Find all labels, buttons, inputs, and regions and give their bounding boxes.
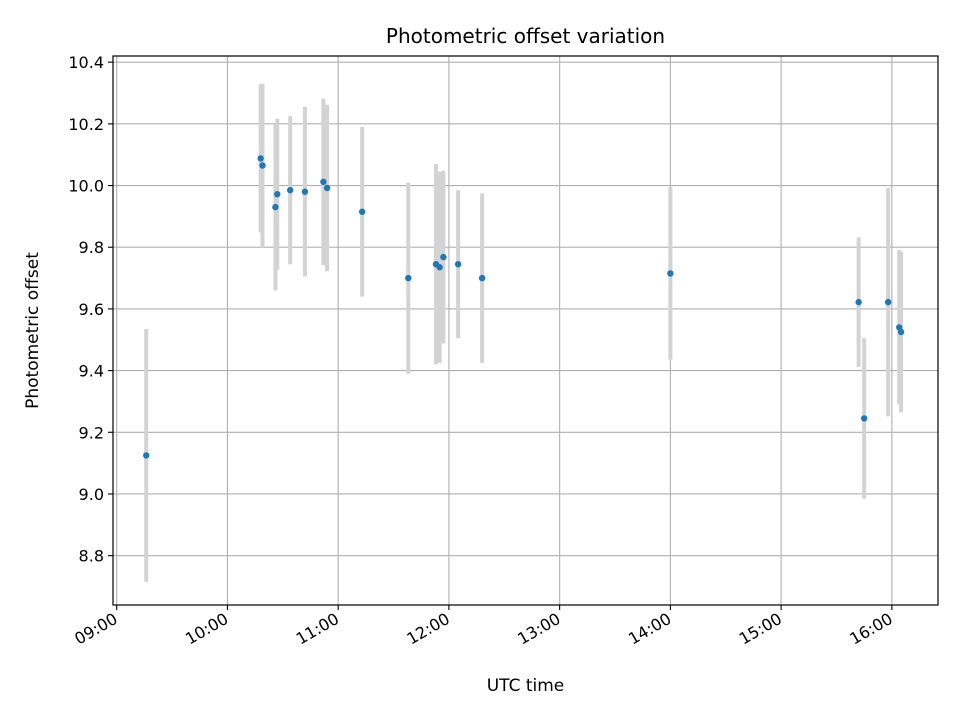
data-point: [323, 184, 331, 192]
chart-title: Photometric offset variation: [386, 24, 665, 48]
y-tick-label: 10.0: [68, 177, 104, 196]
y-tick-label: 10.4: [68, 53, 104, 72]
data-point: [301, 188, 309, 195]
data-point: [272, 203, 279, 211]
x-tick-label: 15:00: [736, 609, 785, 649]
x-tick-label: 10:00: [182, 609, 231, 649]
data-point: [257, 155, 264, 162]
x-axis-label: UTC time: [487, 676, 565, 696]
data-point: [860, 415, 868, 422]
y-tick-label: 9.8: [79, 238, 104, 257]
data-point: [667, 270, 674, 277]
data-point: [320, 178, 327, 186]
y-tick-label: 9.6: [79, 300, 104, 319]
y-axis-ticks: 8.8 9.0 9.2 9.4 9.6 9.8 10.0 10.2 10.4: [68, 53, 113, 566]
x-tick-label: 12:00: [403, 609, 452, 649]
x-tick-label: 13:00: [514, 609, 563, 649]
data-point: [884, 298, 892, 306]
x-tick-label: 14:00: [625, 609, 674, 649]
plot-frame: [112, 55, 939, 606]
data-point: [855, 298, 862, 306]
y-axis-label: Photometric offset: [23, 252, 43, 409]
y-tick-label: 9.2: [79, 423, 104, 442]
data-point: [358, 208, 366, 215]
grid-lines: [113, 56, 938, 605]
data-point: [274, 190, 281, 198]
y-tick-label: 9.4: [79, 362, 104, 381]
x-axis-ticks: 09:00 10:00 11:00 12:00 13:00 14:00 15:00 16:00: [71, 605, 896, 649]
data-point: [478, 274, 486, 282]
x-tick-label: 09:00: [71, 609, 120, 649]
y-tick-label: 8.8: [79, 547, 104, 566]
x-tick-label: 11:00: [293, 609, 342, 649]
data-point: [143, 452, 150, 459]
y-tick-label: 9.0: [79, 485, 104, 504]
data-point: [897, 328, 905, 336]
data-point: [436, 264, 443, 271]
data-points: [143, 155, 905, 459]
x-tick-label: 16:00: [846, 609, 895, 649]
data-point: [454, 260, 462, 268]
data-point: [405, 274, 412, 282]
y-tick-label: 10.2: [68, 115, 104, 134]
data-point: [259, 162, 266, 169]
data-point: [440, 253, 447, 261]
data-point: [286, 186, 294, 194]
